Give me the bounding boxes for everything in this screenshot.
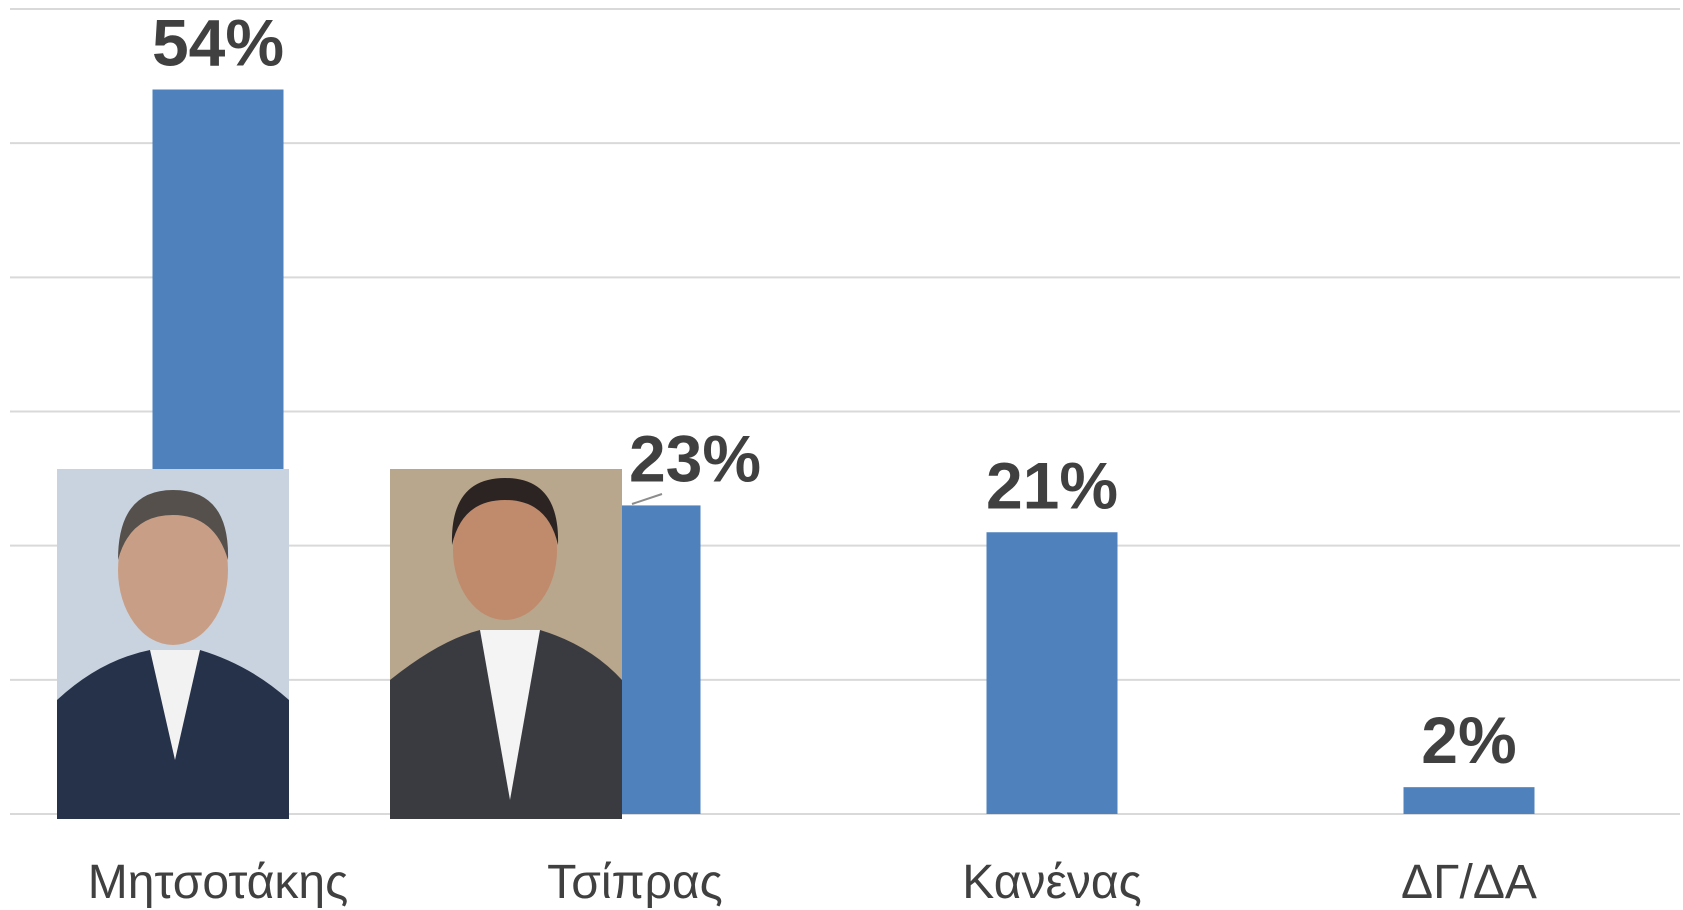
photo — [57, 469, 289, 819]
labels: 54% Μητσοτάκης 23% Τσίπρας 21% Κανένας 2% ΔΓ/ΔΑ — [88, 6, 1537, 910]
value-label: 54% — [152, 6, 284, 80]
photo — [390, 469, 622, 819]
bar — [987, 532, 1118, 814]
chart: 54% Μητσοτάκης 23% Τσίπρας 21% Κανένας 2% ΔΓ/ΔΑ — [0, 0, 1683, 910]
x-tick-label: Κανένας — [962, 856, 1141, 909]
bars — [153, 90, 1535, 815]
x-tick-label: ΔΓ/ΔΑ — [1401, 856, 1537, 909]
x-tick-label: Τσίπρας — [547, 856, 723, 909]
page: {"chart_data": {"type": "bar", "categori… — [0, 0, 1683, 910]
x-tick-label: Μητσοτάκης — [88, 856, 348, 909]
value-label: 21% — [986, 448, 1118, 522]
value-label: 2% — [1421, 703, 1516, 777]
leader-line — [632, 494, 662, 504]
value-label: 23% — [629, 421, 761, 495]
bar — [1404, 787, 1535, 814]
